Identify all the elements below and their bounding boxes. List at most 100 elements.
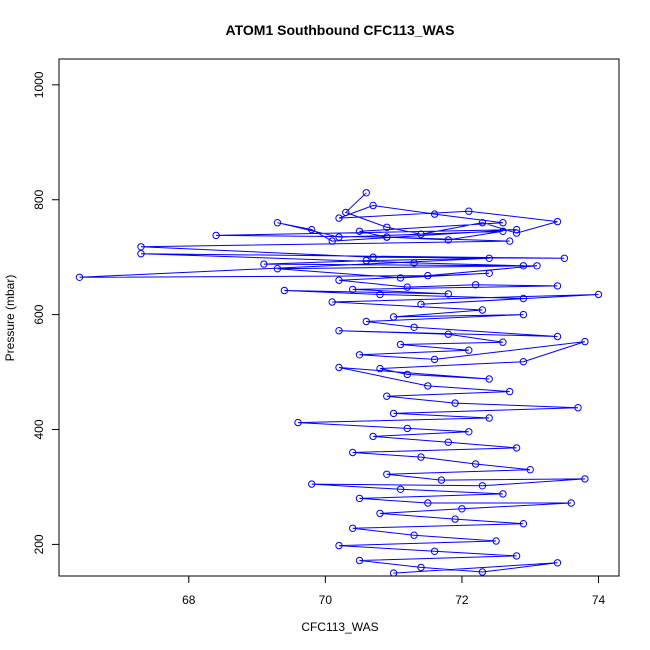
data-point [369, 253, 377, 261]
data-point [492, 537, 500, 545]
data-point [465, 207, 473, 215]
series-line [79, 192, 599, 574]
data-point [451, 399, 459, 407]
data-point [437, 476, 446, 484]
data-point [465, 428, 473, 436]
data-point [485, 254, 493, 262]
data-point [519, 262, 528, 270]
data-point [512, 552, 521, 560]
data-point [335, 327, 343, 335]
y-tick-label: 1000 [32, 71, 46, 98]
data-point [362, 317, 370, 326]
data-point [424, 271, 432, 280]
data-point [389, 313, 398, 321]
data-point [335, 363, 343, 372]
data-point [410, 259, 418, 267]
data-point [355, 494, 364, 503]
data-point [403, 370, 411, 379]
data-point [273, 265, 282, 273]
data-point [567, 499, 575, 507]
x-tick-label: 70 [319, 593, 333, 607]
chart-title: ATOM1 Southbound CFC113_WAS [226, 22, 455, 38]
data-point [335, 541, 343, 550]
data-point [376, 290, 384, 299]
data-point [355, 227, 364, 236]
data-point [403, 424, 411, 433]
data-point [499, 338, 507, 346]
data-point [581, 475, 589, 483]
y-axis: 200 400 600 800 1000 [32, 71, 60, 554]
data-point [389, 569, 398, 576]
plot-frame [58, 58, 620, 577]
data-point [280, 286, 289, 295]
plot-area [58, 58, 620, 577]
data-point [410, 323, 418, 331]
data-point [75, 273, 84, 281]
data-point [519, 310, 528, 319]
data-point [137, 250, 145, 258]
data-point [294, 418, 302, 427]
data-point [410, 531, 418, 539]
data-point [519, 358, 528, 366]
data-point [383, 392, 391, 400]
data-point [533, 262, 541, 270]
data-point [328, 237, 336, 245]
data-point [478, 219, 487, 227]
data-point [553, 332, 562, 341]
data-point [424, 382, 432, 390]
data-point [383, 223, 391, 232]
data-point [376, 509, 384, 518]
data-point [506, 237, 514, 245]
data-point [471, 460, 480, 468]
data-point [396, 274, 405, 282]
y-tick-label: 200 [32, 534, 46, 554]
data-point [396, 340, 405, 349]
data-point [349, 285, 357, 294]
data-point [499, 490, 507, 498]
data-point [396, 485, 405, 493]
y-tick-label: 600 [32, 304, 46, 324]
data-point [478, 306, 487, 314]
data-point [581, 337, 589, 346]
data-point [465, 346, 473, 354]
data-point [444, 330, 452, 338]
x-tick-label: 68 [182, 593, 196, 607]
data-point [512, 444, 521, 452]
x-tick-label: 72 [455, 593, 469, 607]
data-point [335, 233, 343, 241]
data-point [451, 515, 459, 523]
x-tick-label: 74 [592, 593, 606, 607]
data-point [553, 217, 562, 226]
data-point [458, 505, 466, 513]
data-point [376, 364, 384, 373]
data-point [478, 568, 487, 576]
data-point [485, 269, 493, 277]
data-point [273, 219, 282, 227]
data-point [403, 283, 411, 291]
data-point [417, 453, 425, 461]
data-point [574, 404, 582, 412]
data-point [519, 294, 528, 303]
data-point [369, 201, 377, 210]
data-point [478, 482, 487, 490]
data-point [369, 432, 377, 441]
data-point [342, 208, 350, 217]
data-point [553, 282, 562, 290]
data-point [383, 233, 391, 241]
y-axis-label: Pressure (mbar) [3, 275, 17, 362]
data-point [430, 210, 439, 218]
data-point [349, 448, 357, 457]
x-axis: 68 70 72 74 [182, 575, 606, 607]
data-point [417, 563, 425, 572]
data-point [308, 225, 316, 234]
data-point [526, 466, 534, 474]
data-point [471, 281, 480, 289]
data-point [383, 470, 391, 478]
data-point [389, 409, 398, 418]
data-point [355, 556, 364, 565]
data-point [512, 229, 521, 237]
data-point [424, 499, 432, 507]
y-tick-label: 800 [32, 189, 46, 209]
series-CFC113_WAS [75, 189, 603, 576]
